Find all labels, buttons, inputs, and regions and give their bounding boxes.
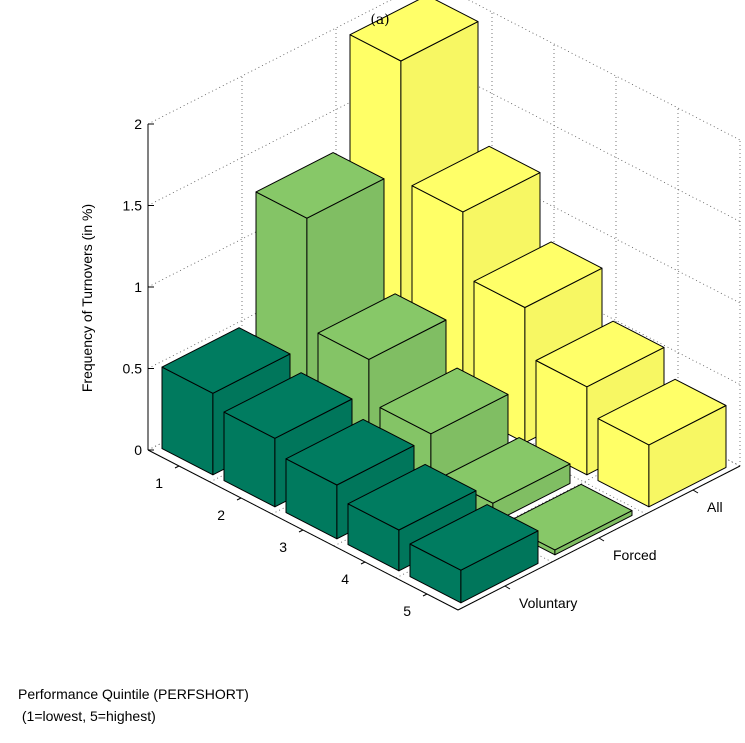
bar-voluntary-5: [409, 504, 539, 604]
bar-face-top: [379, 367, 509, 435]
bar-face-top: [317, 293, 447, 360]
x-tick-label: 2: [217, 507, 225, 523]
bars: [161, 0, 727, 604]
bar-face-top: [597, 378, 727, 446]
z-tick-label: 1.5: [123, 198, 143, 214]
bar-face-top: [161, 327, 291, 394]
z-tick-labels: 0 0.5 1 1.5 2: [123, 116, 154, 458]
z-tick-label: 2: [134, 116, 142, 132]
series-tick-label: All: [707, 499, 723, 515]
bar-face-top: [349, 0, 479, 62]
series-tick-labels: Voluntary Forced All: [504, 489, 723, 611]
series-tick-mark: [598, 537, 605, 542]
x-tick-label: 1: [155, 475, 163, 491]
z-tick-label: 0: [134, 442, 142, 458]
bar-all-5: [597, 378, 727, 508]
chart-title: (a): [370, 12, 389, 28]
x-tick-mark: [236, 497, 242, 501]
y-axis-label: Frequency of Turnovers (in %): [79, 204, 95, 392]
bar-face-top: [535, 320, 665, 388]
z-tick-label: 0.5: [123, 361, 143, 377]
x-axis-label-line2: (1=lowest, 5=highest): [18, 708, 156, 724]
series-tick-mark: [692, 489, 699, 494]
x-tick-mark: [360, 561, 366, 565]
z-tick-label: 1: [134, 279, 142, 295]
bar-face-top: [347, 463, 477, 531]
bar-face-top: [223, 372, 353, 439]
x-tick-label: 3: [279, 539, 287, 555]
bar-face-top: [411, 145, 541, 213]
bar-face-top: [255, 152, 385, 219]
series-tick-label: Voluntary: [519, 595, 577, 611]
x-tick-label: 4: [341, 571, 349, 587]
x-tick-labels: 1 2 3 4 5: [155, 465, 428, 619]
bar-face-top: [285, 418, 415, 486]
bar-face-top: [473, 241, 603, 308]
x-tick-label: 5: [403, 603, 411, 619]
series-tick-mark: [504, 585, 511, 590]
x-tick-mark: [298, 529, 304, 533]
bar-face-top: [409, 504, 539, 571]
x-axis-label-line1: Performance Quintile (PERFSHORT): [18, 686, 249, 702]
x-tick-mark: [174, 465, 180, 469]
x-tick-mark: [422, 593, 428, 597]
series-tick-label: Forced: [613, 547, 657, 563]
x-axis-label: Performance Quintile (PERFSHORT) (1=lowe…: [18, 683, 249, 727]
